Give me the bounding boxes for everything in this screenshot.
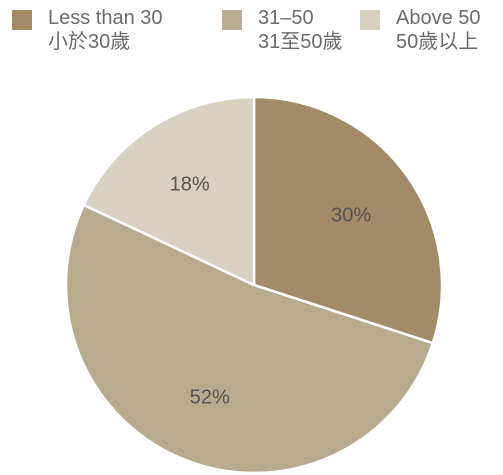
legend-label-en: Less than 30: [48, 7, 163, 29]
pie-slice-label-2: 18%: [170, 174, 210, 196]
legend-swatch: [360, 10, 380, 30]
legend-swatch: [222, 10, 242, 30]
pie-slices: [64, 95, 444, 475]
chart-legend: Less than 30 小於30歲 31–50 31至50歲 Above 50…: [0, 6, 503, 66]
pie-slice-label-0: 30%: [331, 205, 371, 227]
legend-label-en: 31–50: [258, 7, 314, 29]
legend-swatch: [12, 10, 32, 30]
legend-label-zh: 50歲以上: [396, 31, 479, 53]
pie-slice-label-1: 52%: [190, 387, 230, 409]
legend-label-zh: 31至50歲: [258, 31, 343, 53]
pie-slice-0: [252, 95, 444, 345]
legend-label-zh: 小於30歲: [48, 31, 131, 53]
pie-slice-1: [64, 203, 435, 475]
legend-label-en: Above 50: [396, 7, 481, 29]
pie-labels: 30% 52% 18%: [170, 174, 372, 409]
pie-slice-2: [82, 95, 256, 287]
